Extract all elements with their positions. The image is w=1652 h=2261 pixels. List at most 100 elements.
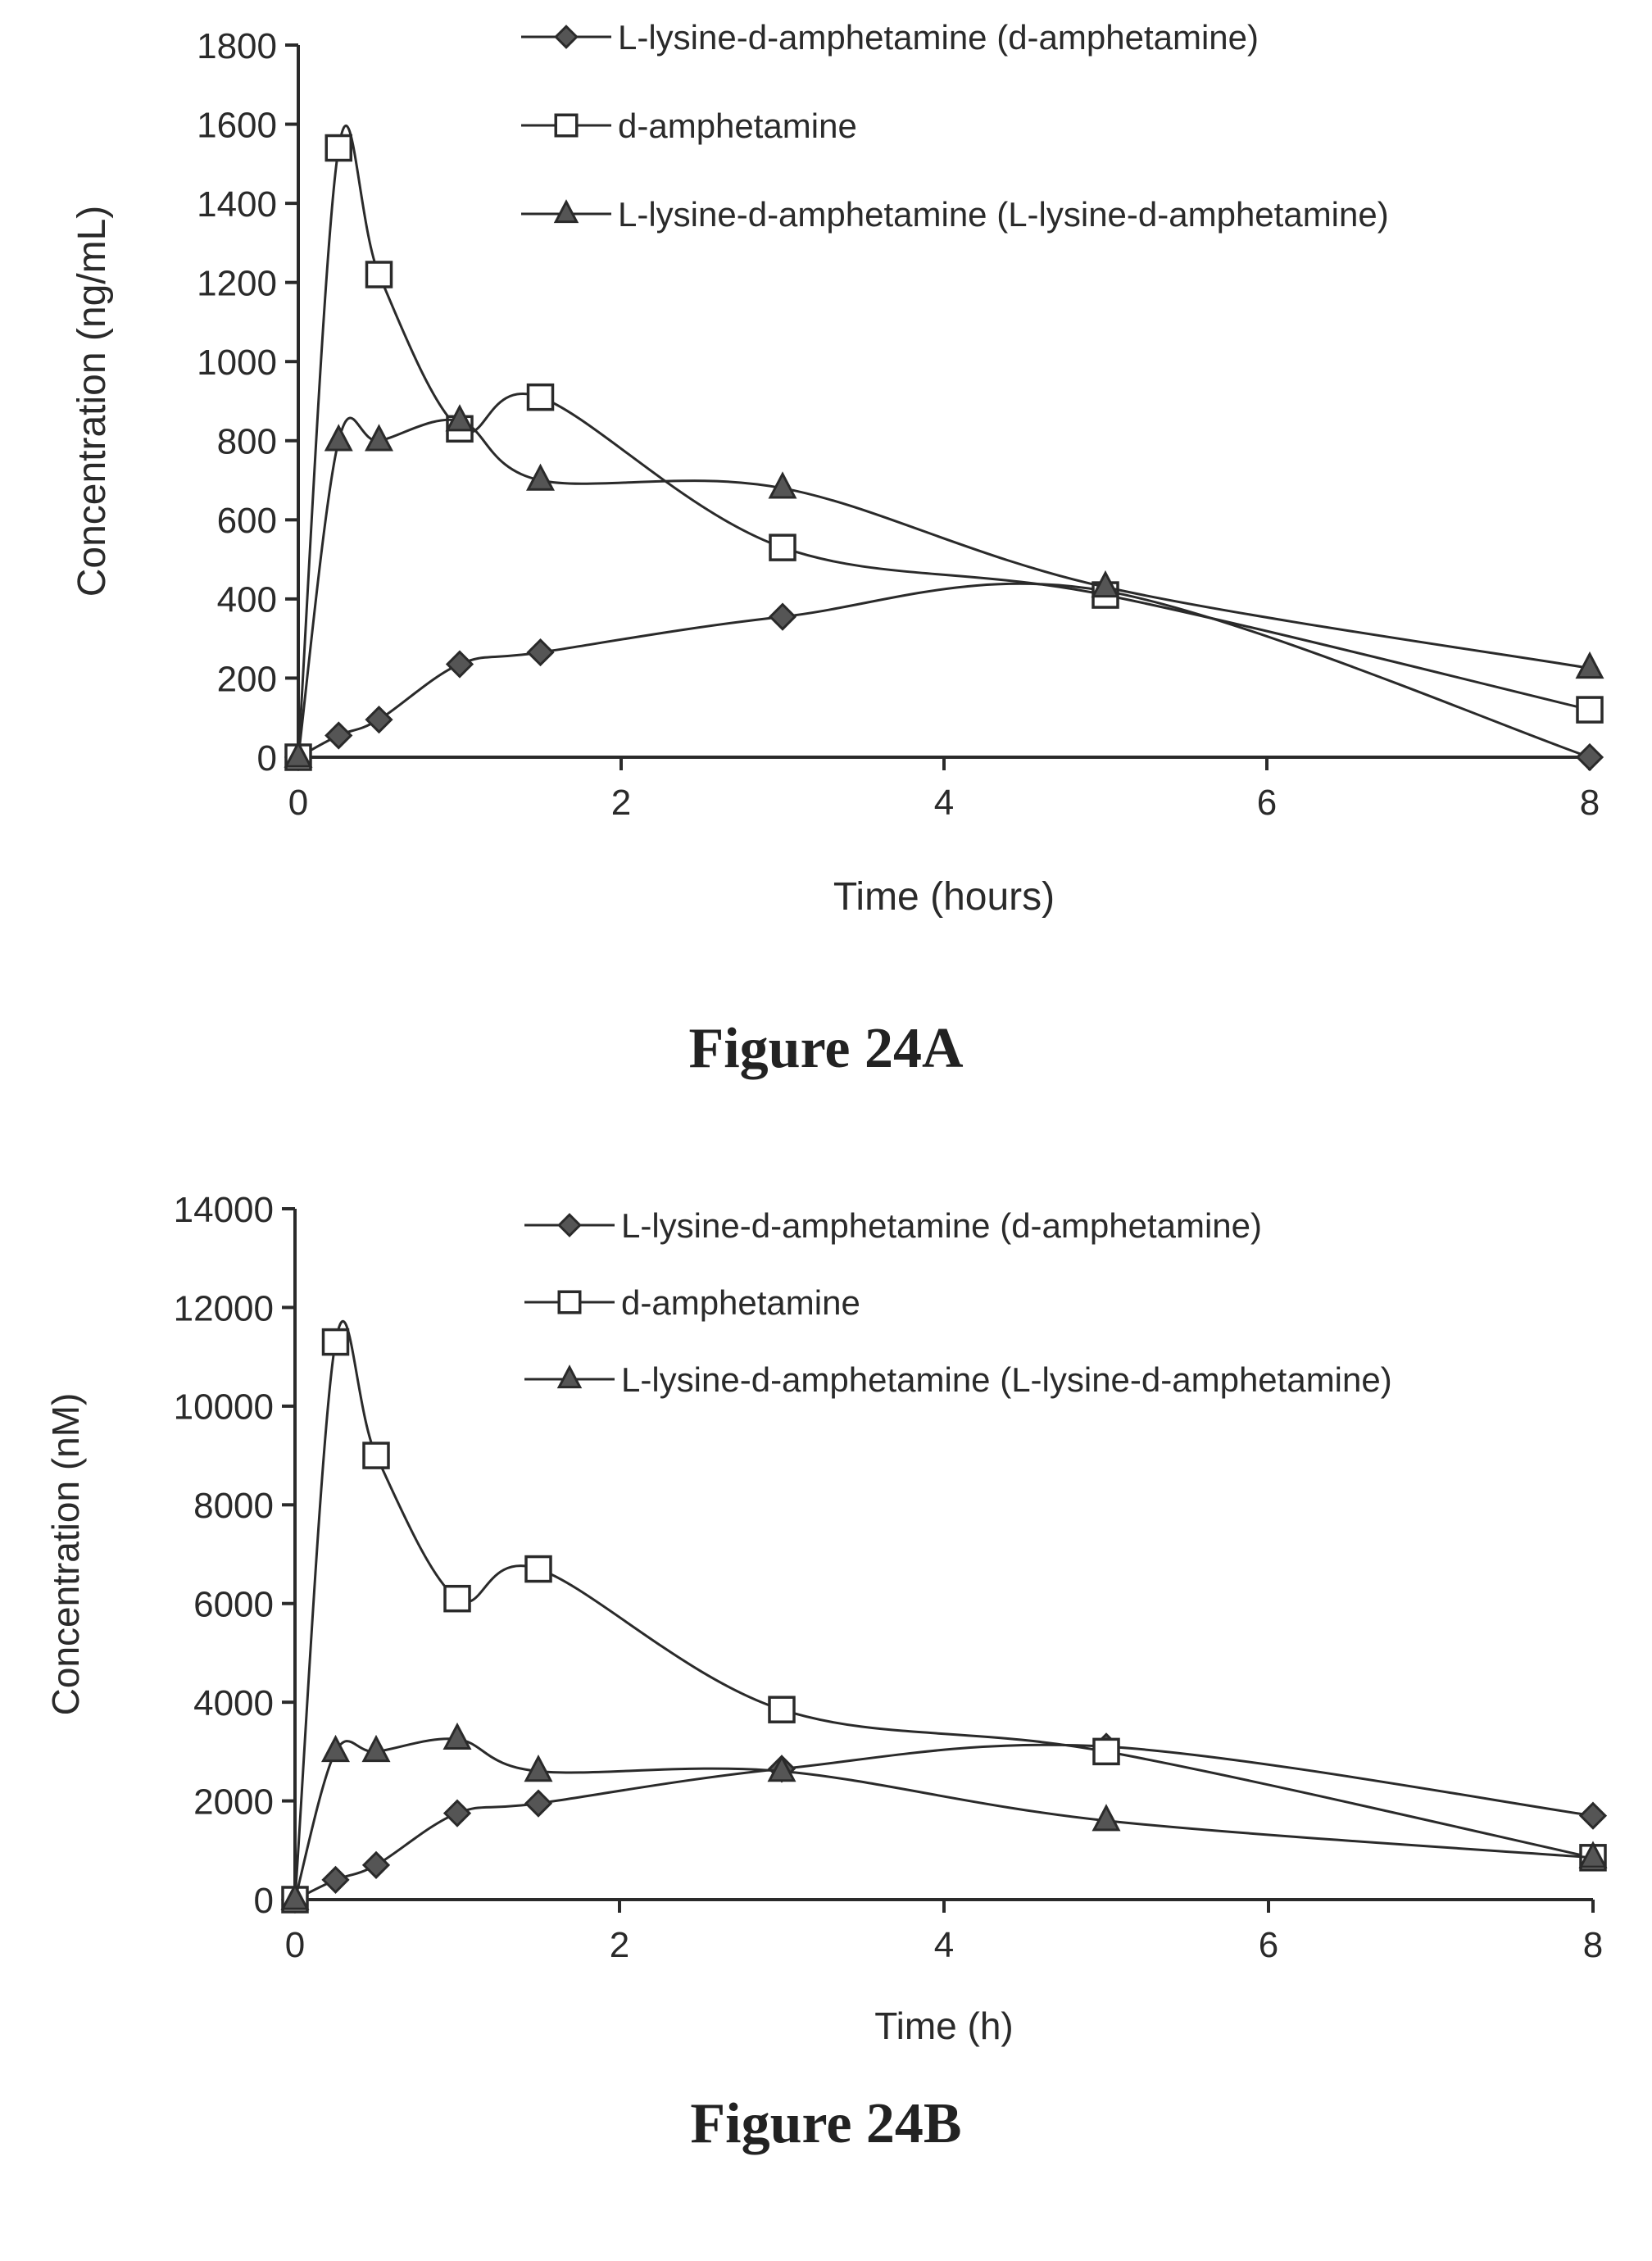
- series-square-open: [281, 1319, 1607, 1914]
- x-tick-label: 0: [285, 1925, 305, 1965]
- y-tick-label: 0: [257, 738, 277, 779]
- data-point-triangle: [284, 740, 313, 768]
- figure-24b: 0 2000 4000 6000 8000 10000 12000 14000 0 2 4 6 8 Tim…: [0, 1139, 1652, 2261]
- data-point-triangle: [365, 424, 393, 452]
- x-tick-label: 0: [288, 783, 308, 823]
- data-point-diamond: [526, 638, 555, 667]
- data-point-square-open: [769, 533, 796, 561]
- legend-marker: [553, 199, 579, 224]
- legend-entry: L-lysine-d-amphetamine (d-amphetamine): [524, 1206, 1262, 1245]
- legend-entry: L-lysine-d-amphetamine (L-lysine-d-amphe…: [521, 195, 1389, 234]
- series-line: [297, 582, 1591, 759]
- y-tick-label: 800: [217, 422, 277, 462]
- data-point-square-open: [362, 1442, 390, 1469]
- data-point-square-open: [526, 383, 555, 411]
- legend-label: L-lysine-d-amphetamine (L-lysine-d-amphe…: [618, 195, 1389, 234]
- figure-24a: 0 200 400 600 800 1000 1200 1400 1600 1800 0 2 4 6 8 Ti…: [70, 18, 1604, 1080]
- data-point-triangle: [1578, 1841, 1608, 1868]
- data-point-diamond: [768, 602, 797, 631]
- x-tick-label: 8: [1583, 1925, 1603, 1965]
- data-point-diamond: [1575, 742, 1604, 772]
- legend-marker: [554, 25, 579, 49]
- series-triangle: [280, 1722, 1608, 1910]
- legend-label: d-amphetamine: [618, 107, 857, 145]
- y-tick-label: 8000: [193, 1486, 274, 1526]
- x-tick-label: 8: [1580, 783, 1600, 823]
- y-tick-label: 1000: [197, 343, 277, 383]
- data-point-diamond: [524, 1789, 553, 1818]
- legend-entry: d-amphetamine: [524, 1283, 860, 1322]
- series-line: [293, 1319, 1594, 1900]
- y-tick-label: 4000: [193, 1683, 274, 1723]
- data-point-triangle: [767, 1754, 796, 1782]
- y-tick-label: 2000: [193, 1782, 274, 1822]
- data-point-triangle: [1092, 1804, 1121, 1832]
- data-point-triangle: [321, 1734, 350, 1763]
- legend-entry: L-lysine-d-amphetamine (d-amphetamine): [521, 18, 1259, 57]
- series-diamond: [284, 577, 1604, 772]
- series-line: [297, 416, 1591, 758]
- x-tick-label: 2: [611, 783, 631, 823]
- y-tick-label: 1400: [197, 184, 277, 225]
- y-tick-label: 200: [217, 659, 277, 699]
- y-tick-label: 0: [254, 1881, 274, 1921]
- data-point-square-open: [321, 1328, 350, 1356]
- y-axis-label: Concentration (nM): [44, 1393, 87, 1716]
- legend-label: L-lysine-d-amphetamine (L-lysine-d-amphe…: [621, 1360, 1392, 1399]
- legend-marker: [557, 1290, 582, 1314]
- data-point-diamond: [1578, 1801, 1608, 1830]
- data-point-triangle: [324, 424, 353, 452]
- legend-label: L-lysine-d-amphetamine (d-amphetamine): [618, 18, 1259, 57]
- legend-label: d-amphetamine: [621, 1283, 860, 1322]
- y-tick-label: 10000: [174, 1387, 274, 1428]
- x-tick-label: 2: [610, 1925, 629, 1965]
- x-tick-label: 4: [934, 783, 954, 823]
- data-point-diamond: [324, 721, 353, 750]
- data-point-square-open: [524, 1555, 552, 1583]
- legend-marker: [557, 1213, 582, 1237]
- data-point-triangle: [361, 1734, 391, 1763]
- data-point-diamond: [321, 1865, 350, 1895]
- data-point-square-open: [324, 134, 352, 162]
- series-triangle: [284, 404, 1604, 768]
- data-point-triangle: [442, 1722, 472, 1750]
- y-tick-label: 600: [217, 501, 277, 541]
- series-line: [293, 1737, 1594, 1900]
- data-point-diamond: [361, 1850, 391, 1879]
- data-point-square-open: [1576, 696, 1604, 724]
- y-tick-label: 1600: [197, 105, 277, 145]
- data-point-triangle: [1091, 570, 1120, 598]
- data-point-diamond: [442, 1799, 472, 1827]
- y-tick-label: 1800: [197, 26, 277, 66]
- legend-entry: L-lysine-d-amphetamine (L-lysine-d-amphe…: [524, 1360, 1392, 1399]
- y-tick-label: 1200: [197, 264, 277, 304]
- legend-marker: [554, 113, 579, 138]
- y-tick-label: 6000: [193, 1585, 274, 1625]
- data-point-triangle: [445, 404, 474, 432]
- x-tick-label: 6: [1259, 1925, 1278, 1965]
- data-point-square-open: [443, 1584, 471, 1613]
- data-point-triangle: [1575, 651, 1604, 679]
- legend-label: L-lysine-d-amphetamine (d-amphetamine): [621, 1206, 1262, 1245]
- x-tick-label: 4: [934, 1925, 954, 1965]
- figure-caption-24b: Figure 24B: [690, 2092, 962, 2155]
- data-point-square-open: [365, 261, 393, 288]
- data-point-diamond: [365, 706, 393, 734]
- chart-24a: 0 200 400 600 800 1000 1200 1400 1600 1800 0 2 4 6 8 Ti…: [70, 18, 1604, 919]
- x-tick-label: 6: [1257, 783, 1277, 823]
- y-axis-label: Concentration (ng/mL): [70, 206, 114, 597]
- data-point-square-open: [768, 1696, 796, 1723]
- legend-marker: [556, 1364, 583, 1389]
- series-line: [294, 1743, 1594, 1901]
- figure-caption-24a: Figure 24A: [688, 1017, 964, 1080]
- data-point-triangle: [526, 463, 555, 491]
- x-axis-label: Time (h): [874, 2004, 1014, 2047]
- data-point-triangle: [280, 1882, 310, 1910]
- data-point-square-open: [1092, 1737, 1120, 1766]
- data-point-triangle: [524, 1754, 553, 1782]
- data-point-triangle: [768, 471, 797, 499]
- x-axis-label: Time (hours): [833, 875, 1055, 919]
- data-point-diamond: [445, 650, 474, 679]
- legend-entry: d-amphetamine: [521, 107, 857, 145]
- y-tick-label: 14000: [174, 1190, 274, 1230]
